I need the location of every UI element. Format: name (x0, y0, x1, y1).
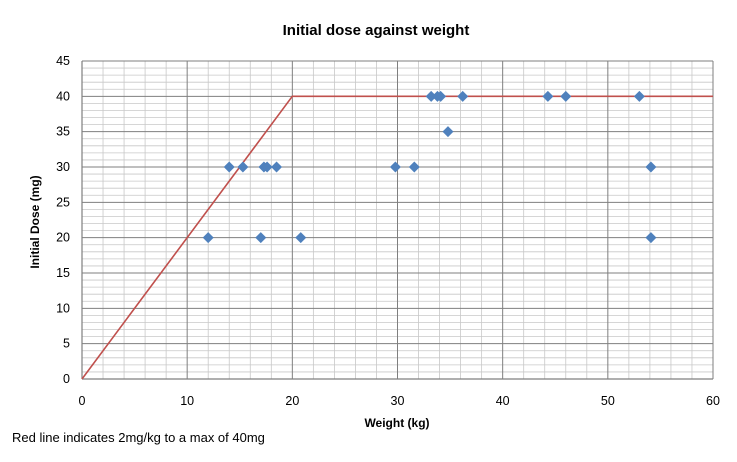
chart-title: Initial dose against weight (283, 22, 470, 39)
x-tick-labels: 0 10 20 30 40 50 60 (79, 394, 720, 408)
y-tick-label: 0 (63, 372, 70, 386)
data-point (542, 90, 554, 102)
x-tick-label: 0 (79, 394, 86, 408)
major-gridlines (82, 60, 714, 379)
data-point (389, 161, 401, 173)
y-tick-label: 25 (56, 195, 70, 209)
x-tick-label: 10 (180, 394, 194, 408)
data-point (457, 90, 469, 102)
data-point (261, 161, 273, 173)
data-point (408, 161, 420, 173)
x-tick-label: 40 (496, 394, 510, 408)
y-tick-label: 30 (56, 160, 70, 174)
y-tick-label: 15 (56, 266, 70, 280)
data-point (633, 90, 645, 102)
data-point (223, 161, 235, 173)
y-tick-label: 20 (56, 231, 70, 245)
data-point (271, 161, 283, 173)
data-point (255, 232, 267, 244)
y-tick-labels: 0 5 10 15 20 25 30 35 40 45 (56, 54, 70, 386)
data-point (560, 90, 572, 102)
data-point (425, 90, 437, 102)
data-point (237, 161, 249, 173)
data-point (645, 232, 657, 244)
max-dose-line-path (81, 95, 713, 380)
y-tick-label: 45 (56, 54, 70, 68)
data-point (202, 232, 214, 244)
x-tick-label: 20 (285, 394, 299, 408)
data-point (442, 126, 454, 138)
footnote: Red line indicates 2mg/kg to a max of 40… (12, 430, 265, 445)
data-point (295, 232, 307, 244)
data-point (435, 90, 447, 102)
dose-points (202, 90, 657, 244)
x-axis-label: Weight (kg) (364, 416, 429, 430)
y-axis-label: Initial Dose (mg) (28, 175, 42, 268)
max-dose-line (81, 95, 713, 380)
y-tick-label: 5 (63, 337, 70, 351)
axes (81, 61, 713, 380)
x-tick-label: 50 (601, 394, 615, 408)
x-tick-label: 60 (706, 394, 720, 408)
y-tick-label: 40 (56, 89, 70, 103)
y-tick-label: 35 (56, 125, 70, 139)
x-tick-label: 30 (391, 394, 405, 408)
data-point (645, 161, 657, 173)
y-tick-label: 10 (56, 301, 70, 315)
